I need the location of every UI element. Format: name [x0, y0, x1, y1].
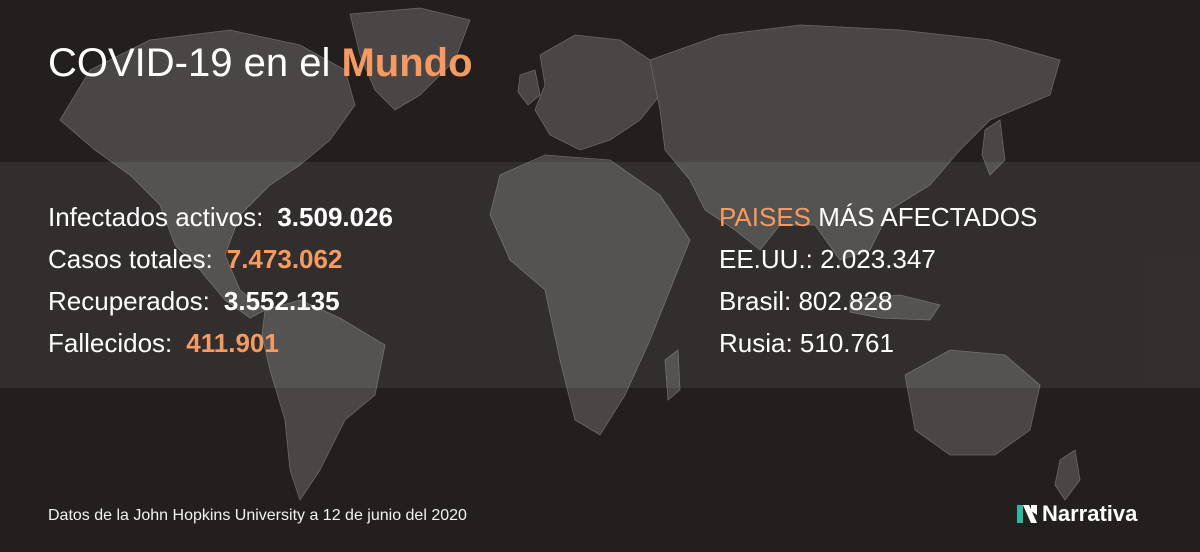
- stat-label: Casos totales:: [48, 244, 213, 274]
- stat-label: Recuperados:: [48, 286, 210, 316]
- map-indonesia: [849, 294, 941, 321]
- title-highlight: Mundo: [341, 41, 473, 85]
- stat-value: 411.901: [186, 328, 279, 358]
- title-prefix: COVID-19 en el: [48, 41, 342, 85]
- countries-heading-rest: MÁS AFECTADOS: [811, 202, 1038, 232]
- stat-label: Infectados activos:: [48, 202, 264, 232]
- map-europe: [534, 34, 661, 151]
- stat-total-cases: Casos totales: 7.473.062: [48, 238, 648, 280]
- brand-name: Narrativa: [1042, 501, 1138, 526]
- map-north-america: [59, 29, 356, 319]
- map-madagascar: [664, 349, 681, 401]
- map-japan: [981, 119, 1006, 176]
- stats-list: Infectados activos: 3.509.026 Casos total…: [48, 196, 648, 364]
- map-greenland: [349, 7, 471, 111]
- stat-label: Fallecidos:: [48, 328, 173, 358]
- map-south-america: [261, 299, 386, 501]
- stats-band: [0, 162, 1200, 388]
- map-australia: [904, 349, 1041, 456]
- map-asia: [649, 24, 1061, 261]
- countries-heading-highlight: PAISES: [719, 202, 812, 232]
- source-note: Datos de la John Hopkins University a 12…: [48, 507, 467, 524]
- most-affected-countries: PAISES MÁS AFECTADOS EE.UU.: 2.023.347 B…: [719, 196, 1179, 364]
- country-item: Rusia: 510.761: [719, 328, 894, 358]
- stat-value: 3.509.026: [277, 202, 394, 232]
- country-item: Brasil: 802.828: [719, 286, 893, 316]
- map-new-zealand: [1054, 449, 1081, 501]
- page-title: COVID-19 en el Mundo: [48, 38, 473, 88]
- countries-heading: PAISES MÁS AFECTADOS: [719, 196, 1179, 238]
- map-uk: [517, 69, 541, 106]
- country-item: EE.UU.: 2.023.347: [719, 244, 936, 274]
- narrativa-logo: Narrativa: [1016, 500, 1137, 528]
- stat-deaths: Fallecidos: 411.901: [48, 322, 648, 364]
- stat-value: 7.473.062: [226, 244, 343, 274]
- narrativa-logo-icon: [1017, 505, 1037, 523]
- stat-recovered: Recuperados: 3.552.135: [48, 280, 648, 322]
- stat-active-infected: Infectados activos: 3.509.026: [48, 196, 648, 238]
- stat-value: 3.552.135: [223, 286, 340, 316]
- map-africa: [489, 154, 691, 436]
